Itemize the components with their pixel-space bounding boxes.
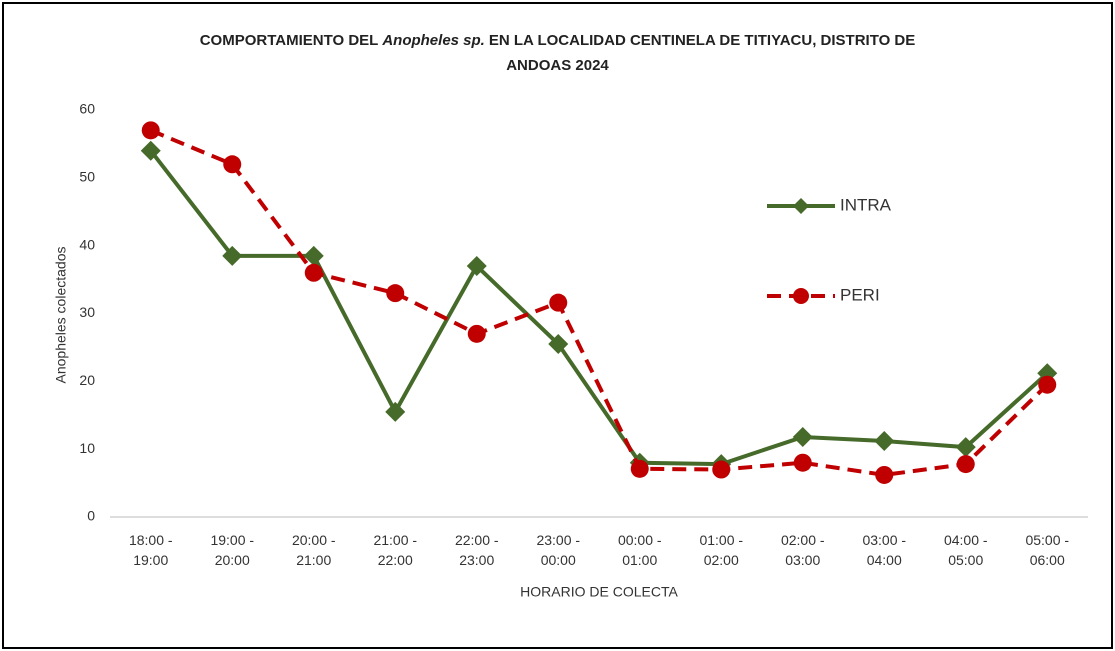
marker [1038, 375, 1057, 394]
title-part: Anopheles sp. [382, 32, 485, 49]
marker [955, 437, 976, 458]
marker [386, 284, 405, 303]
legend-label: PERI [840, 285, 880, 304]
x-tick-label: 22:00 - 23:00 [454, 532, 499, 568]
y-tick-label: 20 [79, 372, 95, 388]
chart-title: COMPORTAMIENTO DEL Anopheles sp. EN LA LOC… [0, 28, 1115, 78]
marker [712, 460, 731, 479]
title-part: EN LA LOCALIDAD CENTINELA DE TITIYACU, D… [488, 32, 916, 49]
x-tick-label: 04:00 - 05:00 [943, 532, 988, 568]
x-tick-label: 19:00 - 20:00 [210, 532, 255, 568]
marker [141, 121, 160, 140]
marker [549, 293, 568, 312]
marker [466, 256, 487, 277]
marker [304, 263, 323, 282]
y-tick-label: 40 [79, 236, 95, 252]
x-tick-label: 21:00 - 22:00 [373, 532, 418, 568]
legend-label: INTRA [840, 195, 892, 214]
x-tick-label: 20:00 - 21:00 [291, 532, 336, 568]
marker [630, 459, 649, 478]
marker [956, 455, 975, 474]
x-tick-label: 01:00 - 02:00 [699, 532, 744, 568]
marker [385, 401, 406, 422]
x-tick-label: 02:00 - 03:00 [780, 532, 825, 568]
marker [548, 334, 569, 355]
y-tick-label: 10 [79, 440, 95, 456]
legend-marker [793, 288, 809, 304]
x-tick-label: 03:00 - 04:00 [862, 532, 907, 568]
marker [875, 465, 894, 484]
title-part: COMPORTAMIENTO DEL [199, 32, 379, 49]
x-tick-label: 05:00 - 06:00 [1025, 532, 1070, 568]
series-line [149, 149, 1049, 467]
marker [792, 426, 813, 447]
y-tick-label: 50 [79, 169, 95, 185]
y-tick-label: 30 [79, 304, 95, 320]
x-tick-label: 18:00 - 19:00 [128, 532, 173, 568]
x-tick-label: 23:00 - 00:00 [536, 532, 581, 568]
legend-marker [793, 198, 809, 214]
marker [793, 453, 812, 472]
marker [303, 245, 324, 266]
title-part: ANDOAS 2024 [506, 57, 609, 74]
series-line [149, 128, 1049, 477]
x-tick-label: 00:00 - 01:00 [617, 532, 662, 568]
y-tick-label: 60 [79, 101, 95, 117]
marker [222, 245, 243, 266]
x-axis-label: HORARIO DE COLECTA [520, 584, 678, 600]
marker [223, 155, 242, 174]
marker [874, 431, 895, 452]
marker [467, 324, 486, 343]
y-axis-label: Anopheles colectados [53, 247, 69, 384]
marker [140, 140, 161, 161]
y-tick-label: 0 [87, 508, 95, 524]
